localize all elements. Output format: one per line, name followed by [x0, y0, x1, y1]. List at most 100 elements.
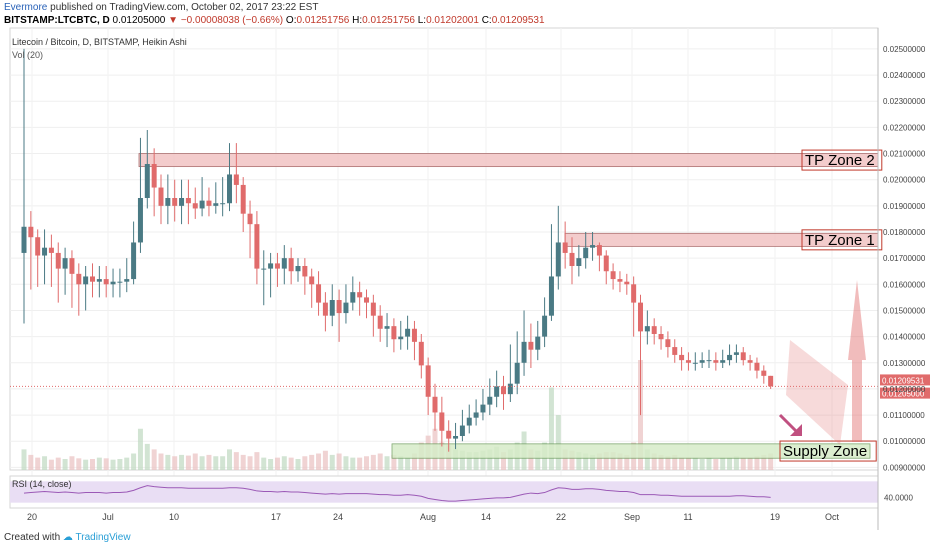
candle-body	[343, 302, 349, 314]
volume-bar	[213, 456, 219, 470]
candle-body	[528, 341, 534, 350]
volume-bar	[124, 457, 130, 470]
candle-body	[206, 200, 212, 206]
candle-body	[480, 404, 486, 413]
volume-bar	[69, 456, 75, 470]
price-tag	[880, 374, 930, 386]
candle-body	[439, 412, 445, 431]
volume-bar	[185, 455, 191, 470]
candle-body	[55, 252, 61, 269]
rsi-line	[23, 485, 771, 502]
candle-body	[350, 292, 356, 303]
candles	[21, 48, 774, 452]
volume-bar	[158, 453, 164, 470]
tradingview-brand[interactable]: TradingView	[75, 532, 131, 543]
volume-bar	[261, 457, 267, 470]
x-tick-label: 17	[271, 512, 281, 522]
candle-body	[418, 341, 424, 366]
rsi-y-tick-label: 40.0000	[884, 493, 913, 502]
candle-body	[213, 203, 219, 206]
tp-zone-2-label-box	[801, 149, 883, 171]
candle-body	[699, 360, 705, 363]
volume-bar	[651, 453, 657, 470]
x-tick-label: 24	[333, 512, 343, 522]
volume-bar	[576, 452, 582, 470]
volume-bar	[295, 459, 301, 470]
candle-body	[96, 279, 102, 282]
volume-bar	[240, 454, 246, 470]
volume-bar	[322, 450, 328, 470]
candle-body	[322, 302, 328, 316]
volume-bar	[501, 452, 506, 470]
candle-body	[28, 226, 34, 238]
y-tick-label: 0.00900000	[883, 463, 926, 472]
candle-body	[768, 375, 774, 387]
tp-zone-1-label: TP Zone 1	[805, 232, 875, 249]
volume-bar	[453, 449, 459, 470]
rsi-pane: RSI (14, close) 40.0000	[9, 475, 913, 509]
candle-body	[357, 292, 363, 298]
up-arrow-icon	[848, 280, 866, 442]
small-arrow-shaft	[778, 413, 800, 435]
volume-bar	[596, 453, 602, 470]
y-tick-label: 0.01400000	[883, 333, 926, 342]
volume-bar	[302, 456, 308, 470]
volume-bar	[562, 449, 568, 470]
x-tick-label: Jul	[102, 512, 114, 522]
volume-bar	[692, 457, 698, 470]
price-tag-label: 0.01209531	[882, 376, 925, 385]
close-value: 0.01209531	[491, 15, 545, 26]
candle-body	[384, 326, 390, 329]
candle-body	[665, 339, 671, 348]
y-tick-label: 0.02000000	[883, 176, 926, 185]
candle-body	[466, 417, 472, 426]
volume-bar	[316, 453, 322, 470]
volume-bar	[179, 454, 185, 470]
x-tick-label: Aug	[420, 512, 436, 522]
volume-bar	[110, 459, 116, 470]
candle-body	[754, 362, 760, 371]
candle-body	[329, 300, 335, 316]
last-price: 0.01205000	[112, 15, 166, 26]
candle-body	[603, 255, 609, 272]
candle-body	[288, 258, 294, 272]
x-axis: 20 Jul 10 17 24 Aug 14 22 Sep 11 19 Oct	[27, 512, 840, 522]
volume-bar	[761, 454, 767, 470]
small-arrow-icon	[790, 424, 802, 436]
candle-body	[644, 326, 650, 332]
volume-bar	[117, 459, 123, 470]
candle-body	[124, 279, 130, 282]
rsi-title: RSI (14, close)	[12, 479, 72, 489]
volume-bar	[459, 450, 465, 470]
candle-body	[425, 365, 431, 397]
volume-bar	[137, 428, 143, 470]
y-tick-label: 0.02200000	[883, 123, 926, 132]
candle-body	[35, 237, 41, 256]
candle-body	[507, 383, 513, 395]
volume-bar	[357, 457, 363, 470]
volume-bar	[706, 457, 712, 470]
y-tick-label: 0.02300000	[883, 97, 926, 106]
candle-body	[227, 174, 232, 204]
candle-body	[514, 362, 520, 384]
volume-bar	[391, 454, 397, 470]
volume-bar	[165, 454, 171, 470]
volume-bar	[21, 449, 27, 470]
y-tick-label: 0.01800000	[883, 228, 926, 237]
volume-bar	[507, 449, 513, 470]
candle-body	[610, 271, 616, 280]
volume-bar	[364, 456, 369, 470]
volume-bar	[144, 443, 150, 470]
candle-body	[446, 430, 452, 439]
candle-body	[672, 347, 678, 355]
author-link[interactable]: Evermore	[4, 2, 48, 13]
volume-bar	[713, 459, 719, 470]
low-label: L:	[417, 15, 427, 26]
candle-body	[268, 263, 274, 269]
y-tick-label: 0.01000000	[883, 437, 926, 446]
volume-bar	[768, 453, 774, 470]
candle-body	[144, 164, 150, 198]
volume-bar	[309, 454, 315, 470]
volume-bar	[227, 449, 232, 470]
